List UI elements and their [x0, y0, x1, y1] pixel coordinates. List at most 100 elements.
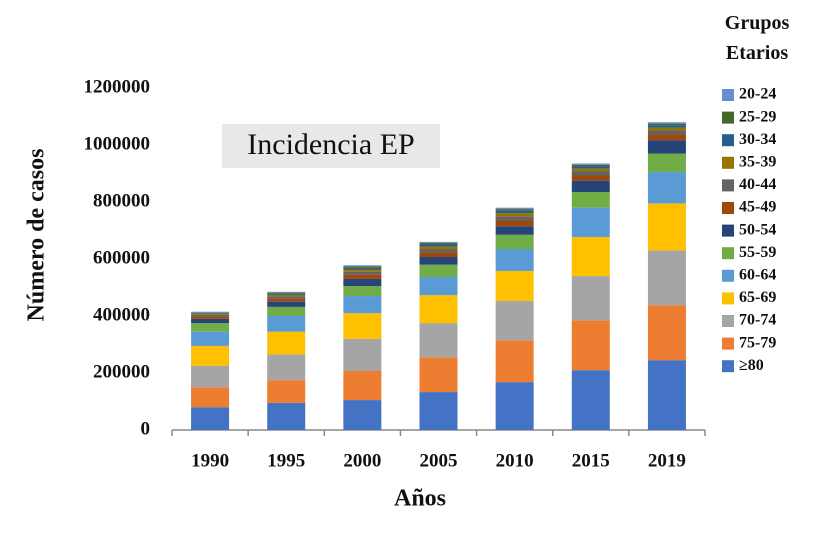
- bar-segment: [191, 314, 230, 317]
- x-tick-label: 2010: [496, 450, 534, 471]
- bar-segment: [571, 370, 610, 430]
- bar-segment: [495, 207, 534, 210]
- bar-segment: [267, 354, 306, 381]
- bar-segment: [267, 316, 306, 332]
- y-tick-label: 600000: [93, 247, 150, 268]
- legend-swatch: [722, 315, 734, 327]
- bar-segment: [343, 269, 382, 272]
- bar-segment: [343, 400, 382, 430]
- bar-segment: [419, 392, 458, 430]
- bar-segment: [191, 312, 230, 313]
- bar-segment: [343, 371, 382, 401]
- bar-segment: [267, 331, 306, 355]
- bar-segment: [419, 246, 458, 250]
- bar-segment: [419, 276, 458, 296]
- bar-segment: [419, 252, 458, 258]
- legend-label: ≥80: [739, 357, 764, 374]
- bar-segment: [647, 360, 686, 430]
- bar-segment: [419, 357, 458, 393]
- legend-label: 40-44: [739, 176, 776, 193]
- legend-swatch: [722, 202, 734, 214]
- bar-segment: [571, 164, 610, 167]
- y-tick-label: 1000000: [84, 133, 151, 154]
- x-tick-label: 2005: [420, 450, 458, 471]
- legend-swatch: [722, 156, 734, 169]
- bar-segment: [343, 265, 382, 267]
- bar-segment: [191, 316, 230, 319]
- legend-label: 20-24: [739, 86, 776, 103]
- bar-segment: [267, 292, 306, 294]
- bar-segment: [343, 338, 382, 372]
- bar-segment: [647, 140, 686, 154]
- legend-swatch: [722, 134, 734, 147]
- bar-segment: [267, 296, 306, 299]
- bar-segment: [571, 180, 610, 193]
- bar-segment: [495, 300, 534, 341]
- bar-segment: [647, 123, 686, 126]
- bar-segment: [647, 305, 686, 361]
- legend-swatch: [722, 292, 734, 305]
- x-tick-label: 2000: [343, 450, 381, 471]
- bar-segment: [571, 163, 610, 165]
- bar-segment: [267, 402, 306, 430]
- legend-swatch: [722, 247, 734, 260]
- bar-segment: [419, 264, 458, 277]
- bar-segment: [191, 365, 230, 388]
- legend-label: 50-54: [739, 221, 776, 238]
- bar-segment: [191, 387, 230, 408]
- y-axis-title: Número de casos: [24, 149, 50, 322]
- bar-segment: [647, 250, 686, 306]
- legend-swatch: [722, 337, 734, 350]
- bar-segment: [191, 407, 230, 430]
- legend-title: Grupos Etarios: [724, 12, 790, 64]
- annotation-box: [222, 124, 440, 168]
- legend-label: 65-69: [739, 289, 776, 306]
- bar-segment: [495, 226, 534, 235]
- bar-segment: [571, 320, 610, 371]
- bar-segment: [343, 296, 382, 314]
- x-tick-label: 2015: [572, 450, 610, 471]
- bar-segment: [571, 276, 610, 321]
- bar-segment: [419, 323, 458, 358]
- bar-segment: [647, 122, 686, 124]
- legend-swatch: [722, 269, 734, 282]
- bar-segment: [495, 234, 534, 250]
- bar-segment: [571, 166, 610, 169]
- bar-segment: [495, 210, 534, 214]
- bar-segment: [419, 241, 458, 244]
- bar-segment: [343, 271, 382, 275]
- y-tick-label: 0: [141, 418, 151, 439]
- legend-label: 75-79: [739, 334, 776, 351]
- y-tick-label: 200000: [93, 361, 150, 382]
- bar-segment: [267, 298, 306, 302]
- bar-segment: [343, 286, 382, 297]
- legend-swatch: [722, 224, 734, 237]
- bar-segment: [647, 130, 686, 135]
- bar-segment: [419, 295, 458, 324]
- bar-segment: [343, 313, 382, 339]
- legend-label: 45-49: [739, 199, 776, 216]
- bar-segment: [191, 312, 230, 314]
- bar-segment: [647, 134, 686, 141]
- y-tick-label: 800000: [93, 190, 150, 211]
- legend-label: 55-59: [739, 244, 776, 261]
- y-tick-label: 1200000: [84, 76, 151, 97]
- legend-swatch: [722, 89, 734, 101]
- annotation: Incidencia EP: [247, 128, 414, 161]
- bar-segment: [191, 318, 230, 324]
- bar-segment: [647, 172, 686, 204]
- bar-segment: [343, 266, 382, 268]
- x-tick-label: 1990: [191, 450, 229, 471]
- x-tick-label: 2019: [648, 450, 686, 471]
- bar-segment: [571, 168, 610, 172]
- legend-swatch: [722, 360, 734, 373]
- bar-segment: [571, 237, 610, 277]
- legend-swatch: [722, 179, 734, 192]
- bar-segment: [267, 293, 306, 295]
- x-axis-title: Años: [394, 486, 446, 512]
- bar-segment: [419, 244, 458, 247]
- bar-segment: [647, 125, 686, 128]
- bar-segment: [191, 323, 230, 332]
